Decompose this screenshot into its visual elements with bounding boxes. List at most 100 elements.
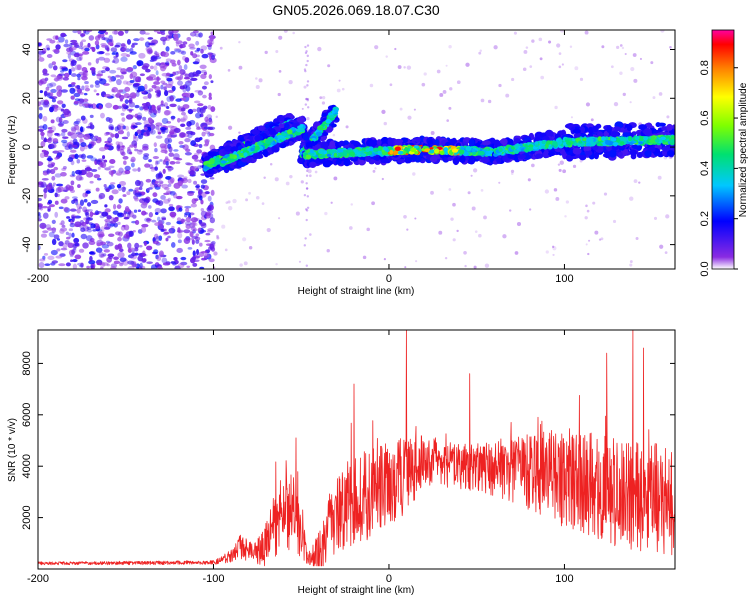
background-mark xyxy=(439,93,444,97)
noise-mark xyxy=(190,221,196,227)
noise-mark xyxy=(59,65,64,70)
noise-mark xyxy=(109,159,116,164)
noise-mark xyxy=(164,61,170,66)
noise-mark xyxy=(132,230,136,233)
noise-mark xyxy=(208,132,215,137)
noise-mark xyxy=(128,230,134,237)
noise-mark xyxy=(185,92,192,98)
noise-mark xyxy=(153,249,159,255)
trace-core-mark xyxy=(210,159,215,165)
noise-mark xyxy=(60,89,68,93)
streak-mark xyxy=(304,45,307,49)
noise-mark xyxy=(127,146,131,152)
noise-mark xyxy=(120,125,124,132)
noise-mark xyxy=(45,86,50,91)
streak-mark xyxy=(305,169,309,173)
streak-mark xyxy=(306,97,310,101)
noise-mark xyxy=(71,82,76,85)
streak-mark xyxy=(303,68,307,71)
noise-mark xyxy=(63,108,70,116)
background-mark xyxy=(224,248,228,252)
noise-mark xyxy=(132,214,137,219)
noise-mark xyxy=(84,87,90,92)
noise-mark xyxy=(89,124,95,130)
noise-mark xyxy=(103,184,107,188)
noise-mark xyxy=(112,104,119,110)
noise-mark xyxy=(108,233,115,237)
noise-mark xyxy=(38,245,41,251)
noise-mark xyxy=(182,88,187,93)
noise-mark xyxy=(200,207,205,212)
background-mark xyxy=(633,179,638,184)
noise-mark xyxy=(39,90,44,94)
noise-mark xyxy=(89,251,94,254)
noise-mark xyxy=(97,166,101,170)
noise-mark xyxy=(45,183,53,191)
noise-mark xyxy=(156,160,160,165)
background-mark xyxy=(216,234,219,238)
noise-mark xyxy=(132,125,138,129)
background-mark xyxy=(232,198,237,204)
noise-mark xyxy=(42,230,49,234)
trace-halo-mark xyxy=(387,137,394,146)
noise-mark xyxy=(142,145,149,151)
background-mark xyxy=(650,61,654,65)
noise-mark xyxy=(70,259,74,263)
trace-halo-mark xyxy=(468,158,475,165)
noise-mark xyxy=(134,220,140,226)
noise-mark xyxy=(116,144,121,149)
noise-mark xyxy=(98,233,103,240)
noise-mark xyxy=(132,83,139,87)
background-mark xyxy=(585,243,588,246)
noise-mark xyxy=(165,175,172,180)
noise-mark xyxy=(211,54,215,61)
noise-mark xyxy=(146,217,152,223)
noise-mark xyxy=(161,257,168,264)
noise-mark xyxy=(160,100,164,106)
noise-mark xyxy=(209,177,215,180)
background-mark xyxy=(436,69,441,74)
background-mark xyxy=(430,190,434,195)
background-mark xyxy=(444,256,448,260)
trace-core-mark xyxy=(317,126,324,130)
noise-mark xyxy=(164,156,169,161)
noise-mark xyxy=(168,146,173,153)
background-mark xyxy=(630,66,635,72)
noise-mark xyxy=(173,149,179,152)
noise-mark xyxy=(194,159,200,162)
trace-core-mark xyxy=(318,149,325,154)
trace-core-mark xyxy=(389,149,394,155)
noise-mark xyxy=(68,143,74,150)
trace-core-mark xyxy=(528,146,534,152)
noise-mark xyxy=(54,173,62,178)
noise-mark xyxy=(137,209,142,213)
trace-halo-mark xyxy=(496,157,502,165)
noise-mark xyxy=(187,108,194,115)
noise-mark xyxy=(126,38,132,45)
streak-mark xyxy=(304,103,308,106)
background-mark xyxy=(407,115,412,120)
noise-mark xyxy=(110,126,114,131)
trace-core-mark xyxy=(546,140,551,145)
noise-mark xyxy=(150,168,156,172)
background-mark xyxy=(514,251,519,255)
trace-core-mark xyxy=(393,150,399,155)
streak-mark xyxy=(306,80,310,83)
noise-mark xyxy=(69,139,74,146)
noise-mark xyxy=(58,263,66,267)
trace-core-mark xyxy=(299,124,304,128)
noise-mark xyxy=(118,167,124,174)
noise-mark xyxy=(163,198,170,204)
noise-mark xyxy=(104,226,111,230)
noise-mark xyxy=(209,35,214,42)
noise-mark xyxy=(119,257,127,262)
noise-mark xyxy=(165,161,169,166)
noise-mark xyxy=(166,72,171,77)
noise-mark xyxy=(110,75,117,82)
background-mark xyxy=(554,105,558,110)
background-mark xyxy=(652,96,656,100)
noise-mark xyxy=(43,153,49,158)
noise-mark xyxy=(74,254,82,260)
background-mark xyxy=(564,215,567,218)
noise-mark xyxy=(137,133,144,140)
